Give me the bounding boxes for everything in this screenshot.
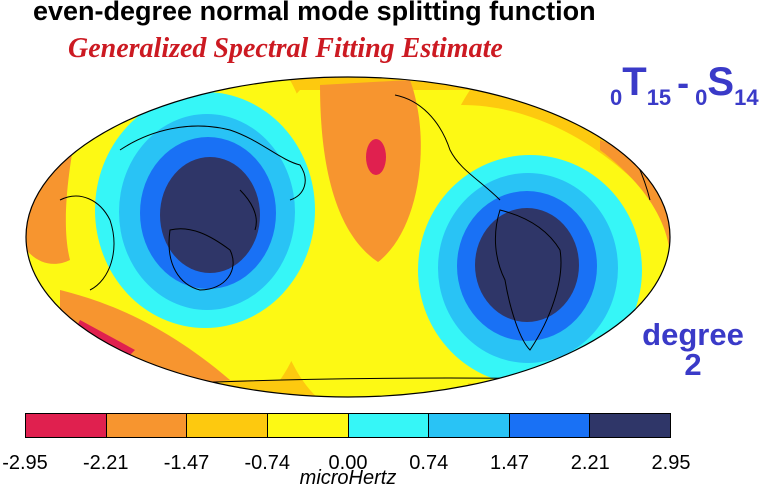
globe-outline (25, 76, 671, 398)
coastline-australia (168, 228, 234, 291)
colorbar-tick-label: -1.47 (163, 452, 210, 474)
coastline-africa-east (59, 195, 115, 291)
coastline-islands (239, 189, 257, 231)
colorbar-segment (429, 414, 510, 437)
colorbar-segment (26, 414, 107, 437)
mode-left-prefix: 0 (610, 85, 623, 110)
degree-label-line1: degree (642, 317, 744, 352)
colorbar-tick-label: -2.21 (82, 452, 129, 474)
mode-left-sub: 15 (646, 85, 672, 110)
figure-subtitle: Generalized Spectral Fitting Estimate (68, 33, 503, 64)
colorbar-segment (509, 414, 591, 437)
colorbar-tick-label: -0.74 (244, 452, 291, 474)
mode-separator: - (677, 62, 690, 103)
degree-label-line2: 2 (684, 347, 702, 382)
colorbar-segment (106, 414, 188, 437)
mode-right-prefix: 0 (695, 85, 708, 110)
colorbar-unit: microHertz (299, 467, 397, 489)
field-navy-east (475, 208, 579, 322)
mode-right-sub: 14 (734, 85, 759, 110)
field-red-north-pacific (366, 139, 386, 175)
colorbar-segment (590, 414, 670, 437)
mode-label: 0T15-0S14 (610, 60, 759, 110)
degree-label: degree 2 (628, 317, 758, 382)
colorbar (25, 413, 671, 438)
coastline-north-america (394, 94, 501, 201)
colorbar-tick-label: 2.95 (651, 452, 691, 474)
colorbar-tick-label: 0.74 (409, 452, 449, 474)
colorbar-tick-label: 1.47 (490, 452, 529, 474)
colorbar-tick-label: 2.21 (570, 452, 610, 474)
map-field (26, 77, 670, 397)
splitting-function-map (25, 76, 671, 398)
field-red-southwest (75, 320, 135, 355)
colorbar-segment (187, 414, 268, 437)
colorbar-tick-label: -2.95 (2, 452, 48, 474)
mode-left-letter: T (622, 60, 647, 104)
mode-right-letter: S (707, 60, 735, 104)
coastline-south-america (495, 209, 562, 351)
figure-title: even-degree normal mode splitting functi… (33, 0, 596, 26)
colorbar-segment (267, 414, 349, 437)
colorbar-segment (348, 414, 430, 437)
field-navy-west (160, 157, 260, 273)
coastline-asia (119, 125, 306, 201)
colorbar-tick-label: 0.00 (328, 452, 368, 474)
